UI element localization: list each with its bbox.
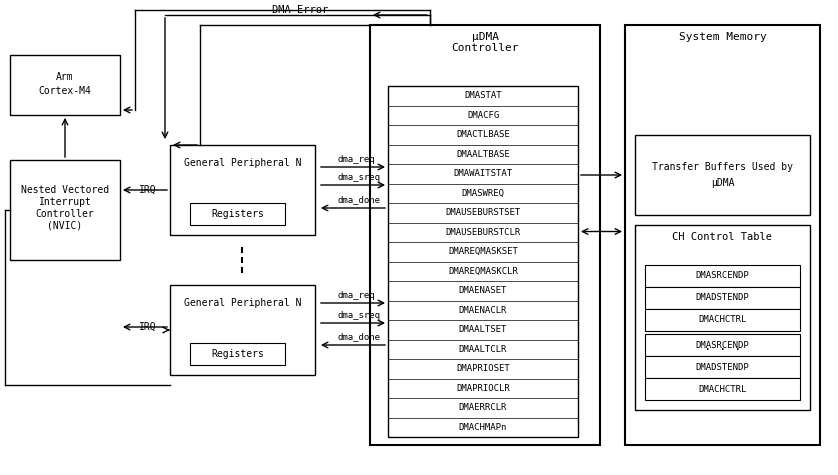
Text: Arm: Arm bbox=[56, 72, 74, 82]
Text: dma_sreq: dma_sreq bbox=[337, 311, 380, 320]
FancyBboxPatch shape bbox=[10, 160, 120, 260]
Text: Interrupt: Interrupt bbox=[39, 197, 91, 207]
Text: DMACHCTRL: DMACHCTRL bbox=[698, 384, 747, 393]
FancyBboxPatch shape bbox=[388, 86, 578, 437]
Text: IRQ: IRQ bbox=[139, 185, 157, 195]
Text: DMAPRIOSET: DMAPRIOSET bbox=[456, 364, 510, 373]
Text: DMAERRCLR: DMAERRCLR bbox=[459, 403, 507, 412]
Text: dma_done: dma_done bbox=[337, 332, 380, 342]
Text: Transfer Buffers Used by: Transfer Buffers Used by bbox=[652, 162, 793, 172]
Text: μDMA: μDMA bbox=[711, 178, 734, 188]
Text: DMAALTCLR: DMAALTCLR bbox=[459, 345, 507, 354]
Text: DMACTLBASE: DMACTLBASE bbox=[456, 130, 510, 139]
Text: DMAALTBASE: DMAALTBASE bbox=[456, 150, 510, 159]
Text: DMAENACLR: DMAENACLR bbox=[459, 306, 507, 315]
Text: DMACHMAPn: DMACHMAPn bbox=[459, 423, 507, 432]
FancyBboxPatch shape bbox=[645, 356, 800, 378]
FancyBboxPatch shape bbox=[10, 55, 120, 115]
Text: General Peripheral N: General Peripheral N bbox=[184, 298, 301, 308]
Text: DMASTAT: DMASTAT bbox=[464, 91, 502, 100]
Text: DMA Error: DMA Error bbox=[272, 5, 328, 15]
Text: dma_sreq: dma_sreq bbox=[337, 172, 380, 181]
Text: DMASRCENDP: DMASRCENDP bbox=[696, 341, 749, 350]
Text: μDMA: μDMA bbox=[472, 32, 499, 42]
Text: DMAPRIOCLR: DMAPRIOCLR bbox=[456, 384, 510, 393]
FancyBboxPatch shape bbox=[170, 145, 315, 235]
Text: DMAUSEBURSTSET: DMAUSEBURSTSET bbox=[445, 208, 520, 217]
Text: Controller: Controller bbox=[451, 43, 519, 53]
Text: DMAREQMASKCLR: DMAREQMASKCLR bbox=[448, 267, 518, 276]
Text: DMASWREQ: DMASWREQ bbox=[462, 189, 504, 198]
Text: DMADSTENDP: DMADSTENDP bbox=[696, 362, 749, 371]
Text: dma_done: dma_done bbox=[337, 196, 380, 205]
Text: General Peripheral N: General Peripheral N bbox=[184, 158, 301, 168]
Text: (NVIC): (NVIC) bbox=[48, 221, 83, 231]
Text: dma_req: dma_req bbox=[337, 154, 375, 163]
Text: DMADSTENDP: DMADSTENDP bbox=[696, 294, 749, 303]
FancyBboxPatch shape bbox=[190, 203, 285, 225]
FancyBboxPatch shape bbox=[190, 343, 285, 365]
Text: Registers: Registers bbox=[211, 209, 264, 219]
Text: CH Control Table: CH Control Table bbox=[673, 232, 773, 242]
Text: DMACFG: DMACFG bbox=[467, 111, 499, 120]
FancyBboxPatch shape bbox=[645, 265, 800, 287]
Text: DMAWAITSTAT: DMAWAITSTAT bbox=[453, 169, 513, 178]
FancyBboxPatch shape bbox=[645, 334, 800, 356]
Text: . . .: . . . bbox=[704, 340, 742, 352]
FancyBboxPatch shape bbox=[635, 135, 810, 215]
Text: DMASRCENDP: DMASRCENDP bbox=[696, 272, 749, 281]
Text: Cortex-M4: Cortex-M4 bbox=[39, 86, 91, 96]
Text: dma_req: dma_req bbox=[337, 291, 375, 300]
Text: Registers: Registers bbox=[211, 349, 264, 359]
FancyBboxPatch shape bbox=[645, 309, 800, 331]
Text: DMAALTSET: DMAALTSET bbox=[459, 325, 507, 334]
Text: System Memory: System Memory bbox=[679, 32, 767, 42]
FancyBboxPatch shape bbox=[625, 25, 820, 445]
FancyBboxPatch shape bbox=[170, 285, 315, 375]
Text: DMAREQMASKSET: DMAREQMASKSET bbox=[448, 247, 518, 256]
FancyBboxPatch shape bbox=[635, 225, 810, 410]
FancyBboxPatch shape bbox=[645, 378, 800, 400]
FancyBboxPatch shape bbox=[370, 25, 600, 445]
Text: DMAUSEBURSTCLR: DMAUSEBURSTCLR bbox=[445, 228, 520, 237]
Text: IRQ: IRQ bbox=[139, 322, 157, 332]
Text: Controller: Controller bbox=[36, 209, 95, 219]
Text: DMACHCTRL: DMACHCTRL bbox=[698, 315, 747, 324]
FancyBboxPatch shape bbox=[645, 287, 800, 309]
Text: Nested Vectored: Nested Vectored bbox=[21, 185, 109, 195]
Text: DMAENASET: DMAENASET bbox=[459, 286, 507, 295]
